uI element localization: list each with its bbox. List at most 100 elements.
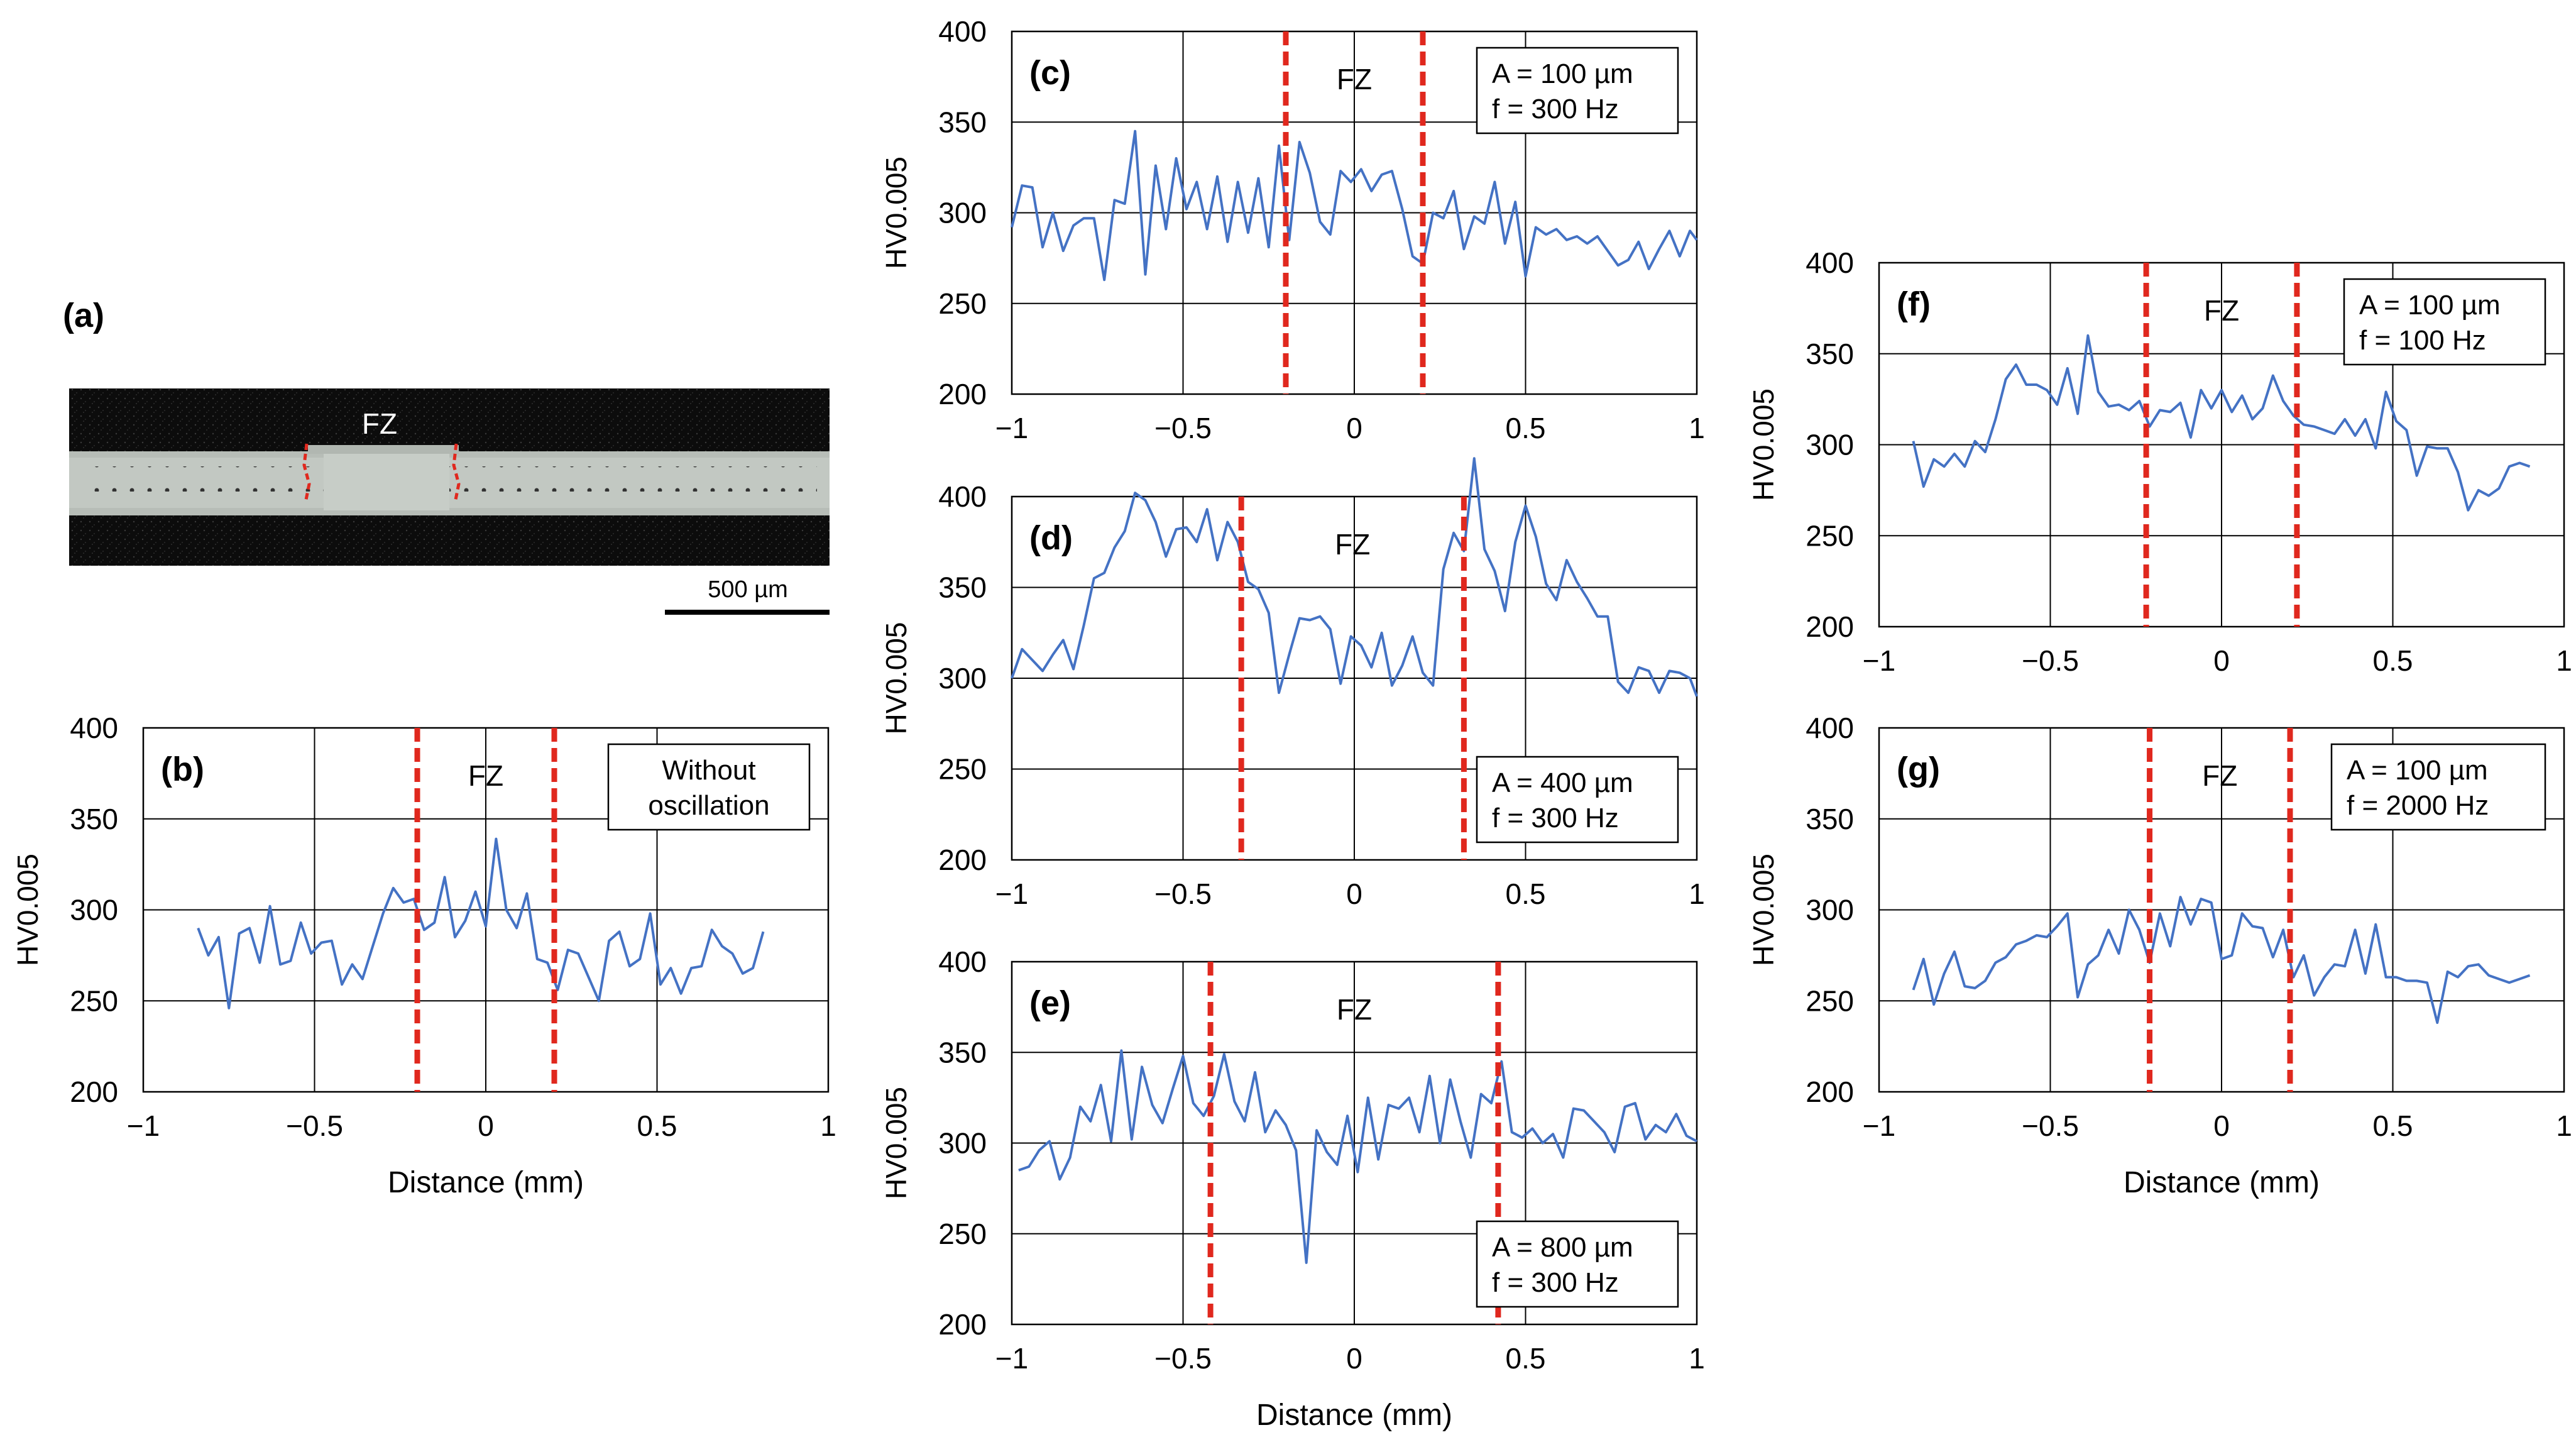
data-point: [2303, 954, 2305, 957]
data-point: [2251, 418, 2254, 421]
data-point: [1912, 989, 1915, 991]
data-point: [1462, 248, 1465, 250]
data-point: [382, 912, 385, 915]
data-point: [1932, 458, 1935, 461]
data-point: [1984, 451, 1987, 453]
data-point: [1093, 577, 1095, 580]
x-axis-label: Distance (mm): [388, 1166, 584, 1199]
data-point: [2343, 965, 2346, 967]
data-point: [1268, 246, 1270, 248]
data-point: [1552, 1133, 1554, 1135]
data-point: [1994, 961, 1997, 964]
data-point: [2374, 923, 2377, 926]
data-point: [2497, 978, 2500, 981]
data-point: [2086, 334, 2089, 337]
y-tick-label: 200: [1806, 610, 1854, 643]
y-tick-label: 200: [938, 1308, 987, 1341]
y-tick-label: 400: [938, 15, 987, 48]
panel-label: (b): [161, 751, 204, 788]
data-point: [1658, 248, 1660, 250]
data-point: [1288, 653, 1290, 656]
data-point: [1696, 695, 1698, 698]
data-point: [2333, 963, 2336, 965]
fz-label: FZ: [2202, 759, 2237, 792]
x-tick-label: 1: [1689, 1342, 1705, 1375]
data-point: [2200, 389, 2202, 392]
data-point: [1031, 659, 1034, 661]
data-point: [1134, 130, 1136, 133]
data-point: [1974, 440, 1976, 443]
data-point: [1329, 233, 1332, 236]
data-point: [1278, 145, 1280, 147]
data-point: [1398, 1108, 1400, 1110]
data-point: [1264, 1131, 1266, 1133]
data-point: [2477, 489, 2480, 492]
data-point: [1274, 1109, 1277, 1112]
y-tick-label: 300: [1806, 429, 1854, 461]
data-point: [2447, 971, 2449, 973]
data-point: [2426, 445, 2428, 448]
data-point: [1285, 1124, 1287, 1126]
data-point: [1696, 1140, 1698, 1143]
data-point: [2210, 407, 2213, 410]
data-point: [2282, 400, 2284, 402]
data-point: [2405, 429, 2408, 431]
annotation-line: f = 2000 Hz: [2347, 790, 2489, 821]
data-point: [2046, 936, 2048, 938]
x-tick-label: 1: [2556, 644, 2572, 677]
x-tick-label: 0.5: [1506, 877, 1546, 910]
data-point: [2529, 974, 2531, 977]
data-point: [1449, 1079, 1452, 1081]
data-point: [1011, 677, 1013, 679]
y-tick-label: 300: [938, 1127, 987, 1160]
data-point: [258, 961, 261, 964]
data-point: [2457, 471, 2459, 473]
annotation-line: f = 300 Hz: [1492, 94, 1619, 124]
data-point: [2230, 410, 2233, 413]
y-tick-label: 200: [938, 378, 987, 410]
data-point: [1963, 985, 1966, 987]
data-point: [2241, 912, 2244, 915]
data-point: [1202, 1114, 1205, 1117]
data-point: [1525, 275, 1527, 277]
x-tick-label: 1: [820, 1109, 836, 1142]
y-tick-label: 350: [1806, 803, 1854, 835]
x-tick-label: 1: [1689, 412, 1705, 444]
y-axis-label: HV0.005: [880, 622, 913, 734]
data-point: [1216, 175, 1219, 178]
data-point: [2046, 389, 2048, 392]
data-point: [2395, 976, 2398, 979]
data-point: [505, 909, 508, 911]
x-tick-label: −0.5: [1154, 412, 1212, 444]
data-point: [1206, 508, 1209, 510]
data-point: [1257, 177, 1259, 180]
data-point: [1114, 199, 1116, 201]
data-point: [567, 949, 569, 951]
data-point: [2076, 412, 2079, 415]
data-point: [2220, 958, 2223, 960]
annotation-line: A = 100 µm: [2347, 755, 2488, 786]
data-point: [2086, 963, 2089, 965]
data-point: [1603, 1131, 1606, 1133]
data-point: [639, 958, 641, 960]
y-tick-label: 250: [1806, 519, 1854, 552]
series-line: [1011, 457, 1698, 697]
data-point: [2241, 394, 2244, 397]
data-point: [700, 965, 703, 967]
fz-label: FZ: [1335, 528, 1370, 561]
data-point: [1483, 223, 1486, 225]
data-point: [1442, 568, 1445, 571]
annotation-line: A = 100 µm: [2359, 290, 2501, 321]
data-point: [1401, 208, 1403, 211]
data-point: [1555, 599, 1558, 602]
data-point: [2076, 996, 2079, 998]
x-tick-label: 0.5: [2373, 1109, 2413, 1142]
data-point: [1459, 1120, 1462, 1123]
y-axis-label: HV0.005: [880, 1087, 913, 1199]
data-point: [1483, 548, 1486, 551]
series-line: [1912, 334, 2531, 512]
fz-label: FZ: [468, 759, 503, 792]
data-point: [690, 967, 693, 969]
data-point: [1617, 264, 1620, 267]
data-point: [1216, 559, 1219, 561]
